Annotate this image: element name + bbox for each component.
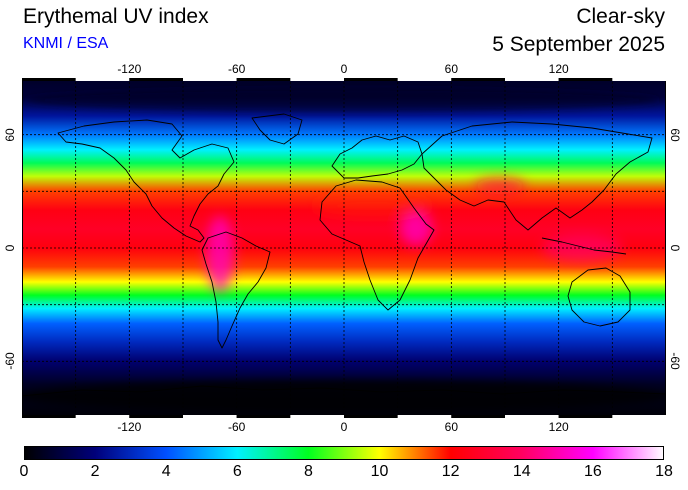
credit-label: KNMI / ESA: [23, 35, 109, 52]
colorbar-tick-label: 4: [161, 463, 171, 480]
frame-segment: [612, 78, 666, 81]
lon-tick-label: 120: [548, 62, 569, 76]
frame-segment: [397, 78, 452, 81]
colorbar-tick-label: 14: [512, 463, 531, 480]
lat-tick-label: 0: [668, 244, 682, 252]
lon-tick-label: -60: [227, 420, 246, 434]
frame-segment: [451, 78, 505, 81]
colorbar-tick-label: 16: [583, 463, 602, 480]
frame-segment: [22, 415, 76, 418]
date-label: 5 September 2025: [492, 33, 665, 56]
greenland-coastline: [251, 113, 303, 145]
sky-condition-label: Clear-sky: [576, 5, 665, 28]
uv-index-map: [22, 78, 666, 418]
frame-segment: [558, 415, 613, 418]
frame-segment: [290, 78, 344, 81]
colorbar-gradient: [24, 446, 664, 460]
lat-tick-label: 60: [3, 127, 17, 142]
lon-tick-label: 60: [444, 62, 459, 76]
colorbar-frame: [24, 446, 664, 460]
colorbar-tick-label: 8: [303, 463, 313, 480]
frame-segment: [236, 415, 291, 418]
frame-segment: [22, 78, 76, 81]
frame-segment: [505, 78, 559, 81]
frame-segment: [75, 78, 130, 81]
frame-segment: [451, 415, 505, 418]
frame-segment: [505, 415, 559, 418]
frame-segment: [75, 415, 130, 418]
east-africa-high-uv: [400, 210, 432, 246]
frame-segment: [290, 415, 344, 418]
frame-segment: [183, 78, 237, 81]
lon-tick-label: 120: [548, 420, 569, 434]
frame-segment: [236, 78, 291, 81]
tibet-high-uv: [474, 178, 526, 194]
lat-tick-label: -60: [668, 352, 682, 370]
graticule: [22, 78, 666, 418]
lon-tick-label: -60: [227, 62, 246, 76]
sahara-high-uv: [312, 196, 432, 216]
europe-coastline: [331, 135, 423, 179]
regional-uv-highlights: [206, 178, 622, 292]
lon-tick-label: 60: [444, 420, 459, 434]
uv-colorbar: [24, 446, 664, 460]
frame-segment: [344, 78, 398, 81]
frame-segment: [558, 78, 613, 81]
frame-segment: [129, 78, 183, 81]
lon-tick-label: 0: [340, 62, 348, 76]
andes-high-uv: [206, 216, 234, 292]
northern-high-latitude-low: [22, 88, 662, 112]
north-america-coastline: [57, 119, 235, 243]
frame-segment: [183, 415, 237, 418]
frame-segment: [397, 415, 452, 418]
lon-tick-label: -120: [117, 420, 142, 434]
lat-tick-label: 60: [668, 127, 682, 142]
colorbar-tick-label: 18: [655, 463, 673, 480]
lon-tick-label: -120: [117, 62, 142, 76]
africa-coastline: [319, 179, 435, 311]
lon-tick-label: 0: [340, 420, 348, 434]
frame-segment: [612, 415, 666, 418]
coastlines: [22, 113, 666, 397]
colorbar-tick-label: 12: [441, 463, 460, 480]
colorbar-tick-label: 10: [370, 463, 389, 480]
south-america-coastline: [201, 231, 271, 349]
colorbar-tick-label: 0: [19, 463, 29, 480]
lat-tick-label: -60: [3, 352, 17, 370]
australia-coastline: [567, 267, 631, 327]
colorbar-tick-label: 6: [232, 463, 242, 480]
asia-coastline: [421, 121, 653, 231]
lat-tick-label: 0: [3, 244, 17, 252]
frame-tick-marks: [22, 78, 666, 418]
antarctica-coastline: [22, 385, 666, 397]
colorbar-tick-label: 2: [90, 463, 100, 480]
map-title: Erythemal UV index: [23, 5, 209, 28]
frame-segment: [344, 415, 398, 418]
frame-segment: [129, 415, 183, 418]
